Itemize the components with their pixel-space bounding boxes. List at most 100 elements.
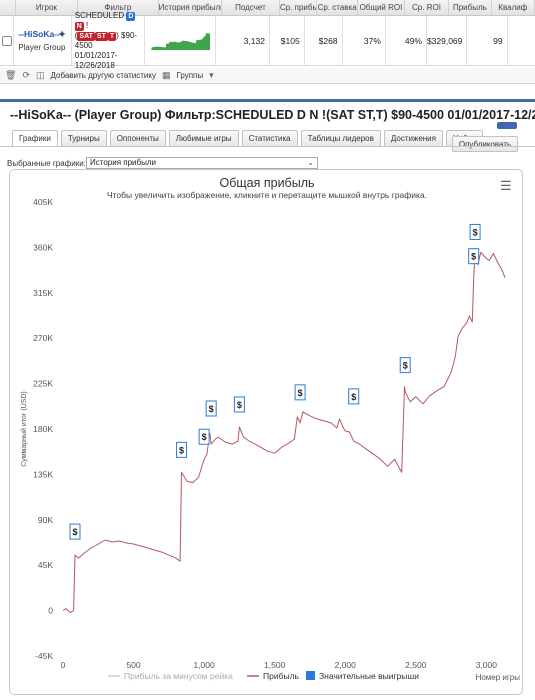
tab-divider (0, 146, 535, 147)
header-profit[interactable]: Прибыль (449, 0, 492, 15)
groups-link[interactable]: Группы (176, 71, 204, 80)
y-tick-label: 135K (33, 469, 53, 479)
results-table: Игрок Фильтр История прибыли Подсчет Ср.… (0, 0, 535, 70)
x-tick-label: 2,500 (405, 660, 427, 670)
player-cell: --HiSoKa-- Player Group ✦ (14, 16, 72, 65)
table-row[interactable]: --HiSoKa-- Player Group ✦ SCHEDULED D N !… (0, 11, 535, 70)
header-profit-history[interactable]: История прибыли (159, 0, 222, 15)
refresh-icon[interactable]: ⟳ (22, 70, 30, 80)
header-filter[interactable]: Фильтр (78, 0, 159, 15)
filter-cell: SCHEDULED D N ! (SAT ST T) $90- 4500 01/01/… (72, 11, 146, 70)
table-toolbar: 🗑 ⟳ ◫ Добавить другую статистику ▦ Групп… (0, 68, 535, 84)
x-tick-label: 1,500 (264, 660, 286, 670)
sparkline-area (150, 32, 211, 50)
player-name[interactable]: --HiSoKa-- (18, 29, 60, 39)
big-win-marker-label: $ (403, 361, 408, 371)
player-group: Player Group (18, 43, 66, 52)
y-tick-label: 180K (33, 424, 53, 434)
profit-history-cell (145, 16, 217, 65)
filter-paren-open: ( (74, 30, 78, 40)
big-win-marker (348, 388, 360, 405)
header-total-roi[interactable]: Общий ROI (358, 0, 405, 15)
legend-rake-label: Прибыль за минусом рейка (124, 671, 233, 681)
big-win-marker-label: $ (237, 400, 242, 410)
chart-select-value: История прибыли (90, 158, 156, 167)
tab-opponents[interactable]: Оппоненты (109, 130, 166, 146)
avg-roi-cell: 49% (386, 16, 427, 65)
big-win-marker-label: $ (202, 432, 207, 442)
y-tick-label: -45K (35, 651, 53, 661)
legend-bigwin-swatch (306, 671, 315, 680)
big-win-marker-label: $ (473, 227, 478, 237)
y-axis-label: Суммарный итог (USD) (20, 391, 28, 467)
y-tick-label: 405K (33, 197, 53, 207)
big-win-marker (468, 248, 480, 265)
chart-title: Общая прибыль (219, 176, 314, 190)
filter-line4: 4500 (74, 40, 93, 50)
group-icon: ✦ (57, 29, 67, 41)
tab-achievements[interactable]: Достижения (383, 130, 443, 146)
like-button[interactable] (497, 122, 517, 129)
legend-bigwin-label: Значительные выигрыши (319, 671, 419, 681)
total-roi-cell: 37% (343, 16, 386, 65)
chart-select-label: Выбранные графики: (7, 159, 86, 168)
y-tick-label: 225K (33, 379, 53, 389)
header-avg-stake[interactable]: Ср. ставка (317, 0, 359, 15)
tab-bar: Графики Турниры Оппоненты Любимые игры С… (12, 130, 483, 146)
x-tick-label: 0 (61, 660, 66, 670)
trash-icon[interactable]: 🗑 (5, 70, 17, 80)
tab-tournaments[interactable]: Турниры (60, 130, 107, 146)
chevron-down-icon[interactable]: ▾ (209, 70, 214, 80)
x-tick-label: 2,000 (335, 660, 357, 670)
hamburger-menu-icon[interactable]: ☰ (500, 178, 512, 193)
big-win-marker-label: $ (471, 252, 476, 262)
filter-paren-close: ) (116, 30, 119, 40)
big-win-marker (198, 428, 210, 445)
chart-subtitle: Чтобы увеличить изображение, кликните и … (107, 190, 427, 200)
tab-leaderboards[interactable]: Таблицы лидеров (300, 130, 381, 146)
chevron-down-icon: ⌄ (307, 158, 314, 167)
filter-badge-sat: SAT (77, 31, 95, 41)
profit-cell: $329,069 (427, 16, 468, 65)
x-axis-label: Номер игры (476, 673, 521, 682)
publish-button[interactable]: Опубликовать (452, 136, 518, 152)
stats-window: --HiSoKa-- (Player Group) Фильтр:SCHEDUL… (0, 99, 535, 700)
filter-line5: 01/01/2017- (74, 50, 118, 60)
big-win-marker (205, 400, 217, 417)
qualif-cell: 99 (467, 16, 508, 65)
big-win-marker-label: $ (351, 392, 356, 402)
big-win-marker (69, 523, 81, 540)
row-checkbox-cell (0, 16, 15, 65)
y-tick-label: 315K (33, 288, 53, 298)
x-tick-label: 1,000 (193, 660, 215, 670)
chart-panel: Общая прибыль Чтобы увеличить изображение… (9, 169, 523, 695)
big-win-marker (294, 384, 306, 401)
filter-line1: SCHEDULED (74, 10, 125, 20)
window-title: --HiSoKa-- (Player Group) Фильтр:SCHEDUL… (10, 108, 535, 122)
x-tick-label: 3,000 (476, 660, 498, 670)
x-tick-label: 500 (126, 660, 140, 670)
add-stats-link[interactable]: Добавить другую статистику (50, 71, 156, 80)
big-win-marker (399, 357, 411, 374)
big-win-marker (233, 396, 245, 413)
row-checkbox[interactable] (1, 35, 12, 46)
header-avg-profit[interactable]: Ср. прибыль (280, 0, 318, 15)
header-qualif[interactable]: Квалиф (492, 0, 535, 15)
big-win-marker-label: $ (209, 404, 214, 414)
header-select[interactable] (0, 0, 16, 15)
tab-charts[interactable]: Графики (12, 130, 58, 146)
filter-badge-n: N (74, 21, 84, 31)
header-player[interactable]: Игрок (16, 0, 79, 15)
profit-sparkline[interactable] (150, 31, 211, 51)
chart-select[interactable]: История прибыли ⌄ (86, 157, 318, 169)
header-avg-roi[interactable]: Ср. ROI (405, 0, 450, 15)
tab-statistics[interactable]: Статистика (241, 130, 298, 146)
filter-badge-st: ST (94, 31, 108, 41)
big-win-marker (176, 441, 188, 458)
header-count[interactable]: Подсчет (222, 0, 280, 15)
filter-bang: ! (86, 20, 89, 30)
filter-badge-t: T (107, 31, 117, 41)
filter-badge-d: D (126, 11, 136, 21)
tab-favorite-games[interactable]: Любимые игры (168, 130, 239, 146)
